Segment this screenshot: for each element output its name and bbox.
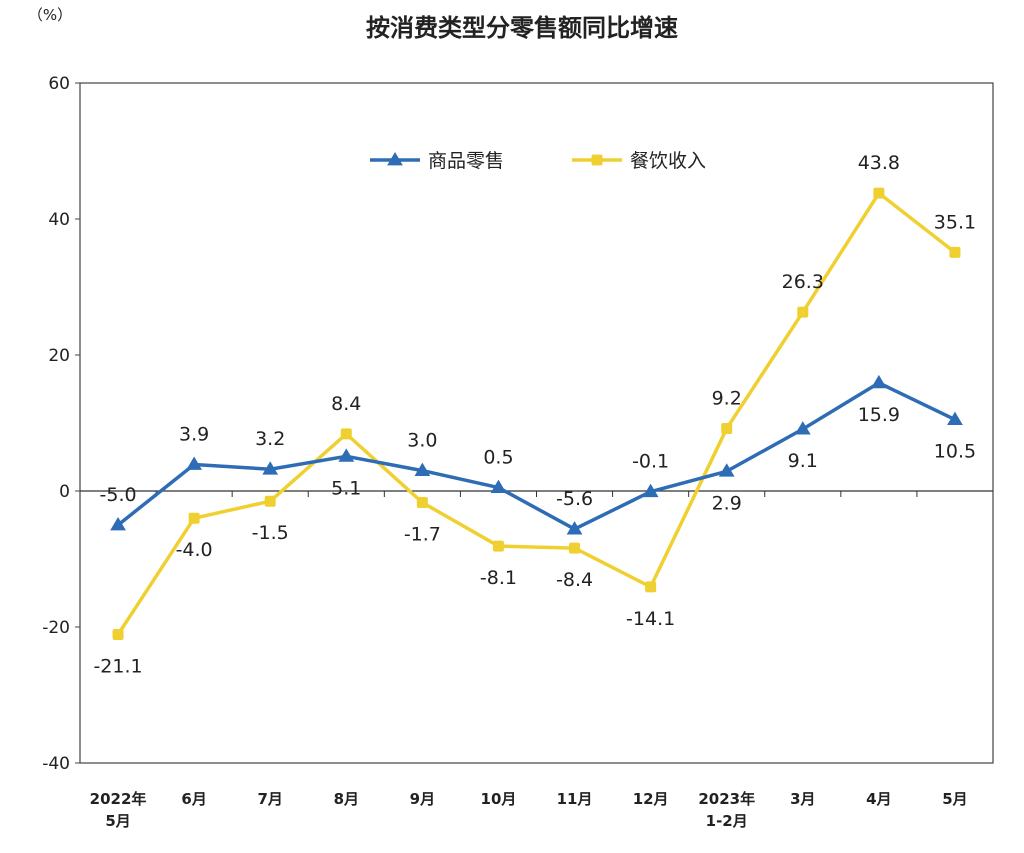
- goods-point: [871, 374, 887, 389]
- x-tick-label-line: 5月: [105, 812, 130, 830]
- y-tick-label: 20: [48, 346, 70, 366]
- catering-point: [949, 246, 961, 258]
- catering-data-label: -4.0: [176, 539, 213, 561]
- x-tick-label-line: 3月: [790, 790, 815, 808]
- catering-data-label: -21.1: [93, 655, 142, 677]
- y-tick-label: 40: [48, 210, 70, 230]
- legend-label: 商品零售: [428, 150, 504, 172]
- goods-point: [186, 456, 202, 470]
- catering-point: [112, 628, 124, 640]
- catering-data-label: 43.8: [858, 152, 900, 174]
- catering-data-label: 9.2: [712, 387, 742, 409]
- catering-point: [873, 187, 885, 199]
- x-tick-label-line: 10月: [481, 790, 517, 808]
- series-line-goods: [116, 381, 956, 531]
- labels-layer: -5.0 3.9 3.2 5.1 3.0 0.5 -5.6 -0.1 2.9 9.1 15.9 10.…: [93, 152, 976, 677]
- legend-swatch-marker: [387, 152, 403, 166]
- x-tick-label: 11月: [557, 790, 593, 808]
- goods-point: [947, 411, 963, 425]
- goods-point: [338, 448, 355, 462]
- catering-data-label: 8.4: [331, 393, 361, 415]
- goods-data-label: 10.5: [934, 441, 976, 463]
- y-tick-label: -40: [42, 754, 70, 774]
- chart-title: 按消费类型分零售额同比增速: [366, 14, 678, 42]
- catering-point: [797, 306, 809, 318]
- goods-data-label: 3.2: [255, 428, 285, 450]
- catering-data-label: 35.1: [934, 211, 976, 233]
- x-tick-label: 8月: [334, 790, 359, 808]
- plot-area: [79, 82, 994, 764]
- catering-data-label: -8.4: [556, 569, 593, 591]
- y-tick-label: 60: [48, 74, 70, 94]
- catering-data-label: -1.7: [404, 524, 441, 546]
- catering-data-label: 26.3: [782, 271, 824, 293]
- catering-point: [645, 581, 657, 593]
- goods-data-label: 3.9: [179, 423, 209, 445]
- y-tick-label: -20: [42, 618, 70, 638]
- x-tick-label: 3月: [790, 790, 815, 808]
- goods-data-label: 15.9: [858, 404, 900, 426]
- catering-point: [188, 512, 200, 524]
- goods-data-label: 3.0: [407, 430, 437, 452]
- x-tick-label: 9月: [410, 790, 435, 808]
- x-tick-label-line: 1-2月: [706, 812, 748, 830]
- goods-point: [490, 479, 507, 493]
- y-axis-unit: （%）: [28, 6, 72, 24]
- catering-point: [721, 422, 733, 434]
- x-tick-label: 10月: [481, 790, 517, 808]
- x-tick-label: 12月: [633, 790, 669, 808]
- legend-label: 餐饮收入: [630, 150, 706, 172]
- series-line-catering: [116, 191, 957, 636]
- x-tick-label: 4月: [866, 790, 891, 808]
- catering-point: [492, 540, 504, 552]
- goods-point: [262, 461, 279, 475]
- x-tick-label-line: 2023年: [698, 790, 755, 808]
- catering-data-label: -8.1: [480, 567, 517, 589]
- goods-data-label: 9.1: [788, 450, 818, 472]
- x-tick-label-line: 12月: [633, 790, 669, 808]
- x-tick-label: 2023年 1-2月: [698, 790, 755, 830]
- catering-point: [569, 542, 581, 554]
- x-tick-label: 7月: [257, 790, 282, 808]
- series-layer: [110, 187, 963, 640]
- goods-data-label: 5.1: [331, 477, 361, 499]
- goods-data-label: 2.9: [712, 492, 742, 514]
- catering-point: [340, 428, 352, 440]
- legend-swatch-marker: [591, 154, 603, 166]
- x-tick-label-line: 7月: [257, 790, 282, 808]
- x-tick-label-line: 5月: [942, 790, 967, 808]
- x-tick-label-line: 9月: [410, 790, 435, 808]
- x-tick-label: 6月: [181, 790, 206, 808]
- x-tick-label-line: 6月: [181, 790, 206, 808]
- x-tick-label: 5月: [942, 790, 967, 808]
- goods-point: [566, 521, 583, 535]
- catering-data-label: -1.5: [252, 522, 289, 544]
- goods-point: [110, 517, 126, 531]
- goods-data-label: 0.5: [483, 447, 513, 469]
- catering-point: [264, 495, 276, 507]
- y-tick-label: 0: [59, 482, 70, 502]
- goods-point: [718, 463, 735, 477]
- x-tick-label: 2022年 5月: [90, 790, 147, 830]
- goods-point: [642, 483, 659, 498]
- x-tick-label-line: 11月: [557, 790, 593, 808]
- goods-data-label: -0.1: [632, 451, 669, 473]
- x-tick-label-line: 4月: [866, 790, 891, 808]
- axes-layer: -40 -20 0 20 40 60 2022年 5月 6月 7月 8月 9月 10月 11月 12月 202…: [42, 74, 993, 830]
- catering-data-label: -14.1: [626, 608, 675, 630]
- x-tick-label-line: 8月: [334, 790, 359, 808]
- x-tick-label-line: 2022年: [90, 790, 147, 808]
- goods-point: [794, 421, 811, 435]
- goods-data-label: -5.6: [556, 488, 593, 510]
- goods-data-label: -5.0: [100, 484, 137, 506]
- catering-point: [416, 497, 428, 509]
- legend: 商品零售 餐饮收入: [370, 150, 706, 172]
- goods-point: [414, 462, 431, 476]
